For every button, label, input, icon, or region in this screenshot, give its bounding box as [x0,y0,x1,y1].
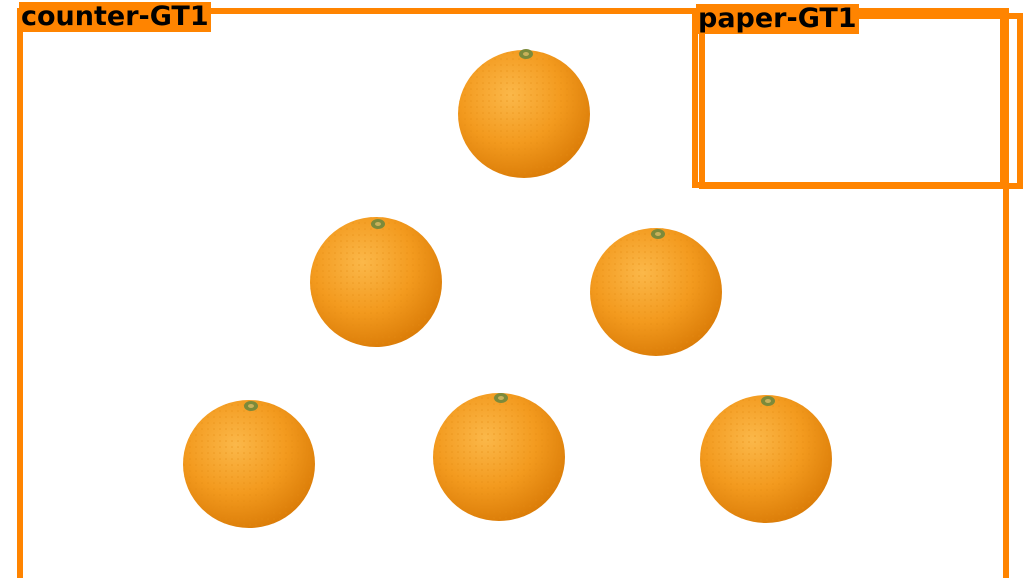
orange-2 [310,217,442,347]
counter-label: counter-GT1 [19,1,211,32]
paper-bounding-box-secondary [699,13,1023,189]
counter-bounding-box [17,8,1009,578]
paper-label: paper-GT1 [696,3,859,34]
orange-1 [458,49,590,178]
orange-5 [433,393,565,521]
orange-6 [700,395,832,523]
orange-3 [590,228,722,356]
orange-4 [183,400,315,528]
